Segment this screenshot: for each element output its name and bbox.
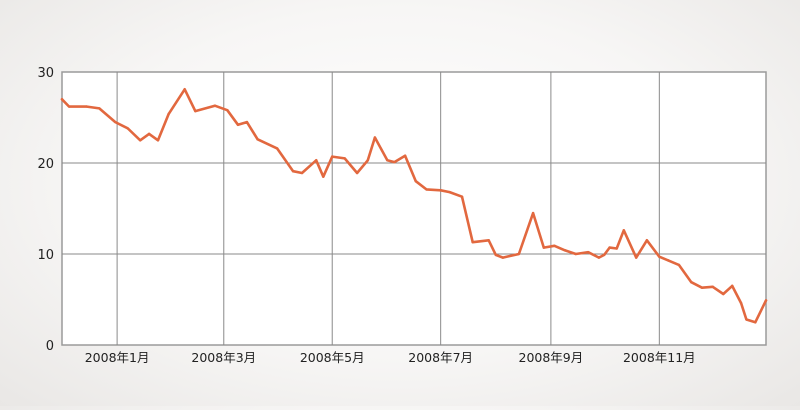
data-point <box>615 247 618 250</box>
data-point <box>183 88 186 91</box>
data-point <box>331 155 334 158</box>
data-point <box>322 175 325 178</box>
data-point <box>574 252 577 256</box>
x-tick-label: 2008年5月 <box>300 350 365 365</box>
data-point <box>60 98 64 101</box>
data-point <box>85 105 89 108</box>
x-tick-label: 2008年3月 <box>191 350 256 365</box>
data-point <box>194 109 197 113</box>
data-point <box>245 120 249 124</box>
data-point <box>542 246 545 249</box>
data-point <box>275 147 279 150</box>
data-point <box>711 285 714 288</box>
data-point <box>291 169 295 173</box>
data-point <box>67 105 71 108</box>
data-point <box>386 159 389 162</box>
data-point <box>731 284 734 288</box>
x-tick-label: 2008年1月 <box>85 350 150 365</box>
data-point <box>403 154 407 157</box>
data-point <box>754 321 757 324</box>
data-point <box>487 239 490 242</box>
y-tick-label: 0 <box>46 339 54 354</box>
data-point <box>563 249 567 252</box>
data-point <box>315 159 318 162</box>
data-point <box>373 136 377 139</box>
data-point <box>156 139 160 142</box>
data-point <box>213 104 217 107</box>
data-point <box>355 171 359 175</box>
data-point <box>139 139 142 142</box>
data-point <box>745 318 748 321</box>
data-point <box>393 160 396 164</box>
data-point <box>300 171 304 175</box>
data-point <box>425 188 428 191</box>
data-point <box>343 157 346 160</box>
data-point <box>622 229 625 232</box>
data-point <box>439 189 442 192</box>
data-point <box>677 263 681 267</box>
data-point <box>414 180 417 183</box>
x-axis-ticks: 2008年1月 2008年3月 2008年5月 2008年7月 2008年9月 2008年… <box>85 350 696 365</box>
data-point <box>667 259 670 262</box>
x-tick-label: 2008年9月 <box>519 350 584 365</box>
x-tick-label: 2008年7月 <box>408 350 473 365</box>
data-point <box>494 253 497 257</box>
data-point <box>764 299 768 302</box>
plot-area <box>61 71 767 346</box>
data-point <box>700 286 704 289</box>
data-point <box>517 252 521 256</box>
data-point <box>501 256 505 259</box>
data-point <box>256 138 259 141</box>
data-point <box>98 107 101 110</box>
data-point <box>460 195 464 198</box>
data-point <box>690 281 693 284</box>
data-point <box>448 190 451 194</box>
data-point <box>147 132 151 136</box>
data-point <box>236 123 240 126</box>
series-layer <box>60 88 768 324</box>
data-point <box>114 120 117 124</box>
y-tick-label: 10 <box>37 248 54 263</box>
data-point <box>226 109 229 112</box>
data-point <box>471 240 474 244</box>
data-point <box>603 253 606 257</box>
data-point <box>722 292 725 296</box>
y-axis-ticks: 0 10 20 30 <box>37 66 54 354</box>
data-point <box>531 211 535 215</box>
x-tick-label: 2008年11月 <box>623 350 696 365</box>
grid-lines <box>62 72 766 345</box>
data-point <box>635 256 638 259</box>
y-tick-label: 30 <box>37 66 54 81</box>
data-point <box>645 239 649 242</box>
data-point <box>739 301 743 305</box>
y-tick-label: 20 <box>37 157 54 172</box>
data-point <box>597 256 601 259</box>
data-point <box>126 127 129 130</box>
data-point <box>608 246 611 249</box>
data-point <box>366 159 369 162</box>
data-point <box>587 250 590 254</box>
data-point <box>167 112 170 116</box>
data-point <box>658 255 661 258</box>
data-point <box>553 244 556 248</box>
